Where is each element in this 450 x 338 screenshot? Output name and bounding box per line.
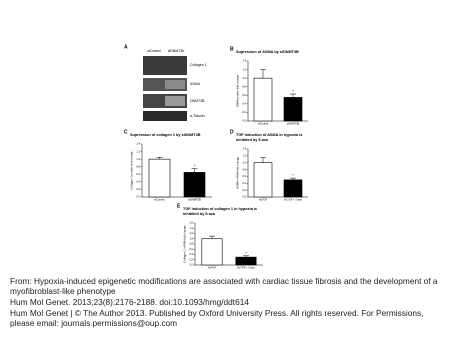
y-tick-label: 0.0 (136, 195, 140, 199)
caption-citation: Hum Mol Genet. 2013;23(8):2176-2188. doi… (10, 297, 249, 307)
y-tick-label: 1.4 (136, 142, 140, 146)
significance: * (245, 250, 247, 255)
blot-row: DNMT3B (190, 99, 205, 103)
panel-label: C (124, 129, 128, 135)
y-tick-label: 0.0 (242, 195, 246, 199)
y-tick-label: 1.0 (136, 157, 140, 161)
panel-label: A (124, 44, 128, 50)
significance: * (292, 89, 294, 94)
blot-row: ASMA (190, 82, 201, 86)
chart-title: Supression of ASMA by siDNMT3B (236, 50, 299, 54)
y-tick-label: 0.4 (189, 252, 193, 256)
panel-label: D (230, 129, 234, 135)
y-axis-label: Collagen 1 mRNA fold change (183, 225, 187, 263)
y-tick-label: 0.6 (189, 247, 193, 251)
panel-label: E (177, 203, 181, 209)
y-tick-label: 0.2 (189, 257, 193, 261)
y-tick-label: 1.2 (242, 67, 246, 71)
y-tick-label: 0.6 (242, 174, 246, 178)
y-axis-label: Collagen 1 protein fold change (130, 151, 134, 189)
bar (253, 77, 273, 122)
y-tick-label: 1.0 (242, 160, 246, 164)
y-tick-label: 1.4 (242, 59, 246, 63)
y-tick-label: 0.0 (189, 263, 193, 267)
y-axis-label: ASMA mRNA fold change (236, 157, 240, 189)
y-tick-label: 0.6 (136, 172, 140, 176)
x-tick-label: siControl (258, 122, 269, 126)
y-tick-label: 1.2 (136, 149, 140, 153)
panel-label: B (230, 46, 234, 52)
y-tick-label: 1.4 (242, 147, 246, 151)
y-tick-label: 1.4 (189, 226, 193, 230)
chart-title: Supression of collagen 1 by siDNMT3B (130, 133, 201, 137)
x-tick-label: HLTGF (259, 198, 268, 202)
y-tick-label: 1.2 (189, 231, 193, 235)
blot-band (165, 80, 185, 89)
bar (253, 162, 273, 198)
blot-band (143, 111, 187, 121)
y-tick-label: 0.4 (136, 180, 140, 184)
blot-band (143, 56, 187, 75)
bar (235, 256, 257, 266)
figure: A B C D E siControl siDNMT3b Collagen 1 … (124, 44, 308, 270)
y-tick-label: 1.0 (242, 76, 246, 80)
chart-title: TGF Induction of ASMA in hypoxia is (236, 133, 302, 137)
blot-row: Collagen 1 (190, 63, 207, 67)
chart-title: inhibited by 5-aza (236, 138, 269, 142)
y-tick-label: 0.8 (242, 167, 246, 171)
x-tick-label: siDNMT3B (287, 122, 300, 126)
blot-band (165, 96, 185, 106)
y-tick-label: 0.2 (242, 188, 246, 192)
y-axis-label: ASMA protein fold change (236, 74, 240, 107)
x-tick-label: HLTGF (208, 266, 217, 270)
y-tick-label: 0.8 (242, 84, 246, 88)
x-tick-label: HLTGF + 5-aza (284, 198, 302, 202)
y-tick-label: 0.2 (136, 187, 140, 191)
y-tick-label: 1.6 (189, 221, 193, 225)
x-tick-label: siControl (154, 198, 165, 202)
bar (183, 172, 206, 198)
y-tick-label: 1.2 (242, 154, 246, 158)
significance: * (194, 163, 196, 168)
bar (283, 179, 303, 198)
y-tick-label: 0.4 (242, 102, 246, 106)
y-tick-label: 1.0 (189, 236, 193, 240)
significance: * (292, 173, 294, 178)
caption-rights: Hum Mol Genet | © The Author 2013. Publi… (10, 308, 424, 328)
bar (201, 238, 223, 266)
y-tick-label: 0.0 (242, 119, 246, 123)
chart-title: inhibited by 5-aza (183, 212, 216, 216)
y-tick-label: 0.8 (189, 242, 193, 246)
y-tick-label: 0.8 (136, 164, 140, 168)
y-tick-label: 0.2 (242, 110, 246, 114)
bar (283, 97, 303, 122)
chart-title: TGF induction of collagen 1 in hypoxia i… (183, 207, 257, 211)
blot-column: siControl (147, 49, 161, 53)
y-tick-label: 0.4 (242, 181, 246, 185)
x-tick-label: HLTGF + 5-aza (237, 266, 255, 270)
y-tick-label: 0.6 (242, 93, 246, 97)
blot-column: siDNMT3b (168, 49, 185, 53)
x-tick-label: siDNMT3B (188, 198, 201, 202)
blot-row: α-Tubulin (190, 114, 205, 118)
bar (148, 158, 171, 198)
caption-from: From: Hypoxia-induced epigenetic modific… (10, 276, 438, 296)
